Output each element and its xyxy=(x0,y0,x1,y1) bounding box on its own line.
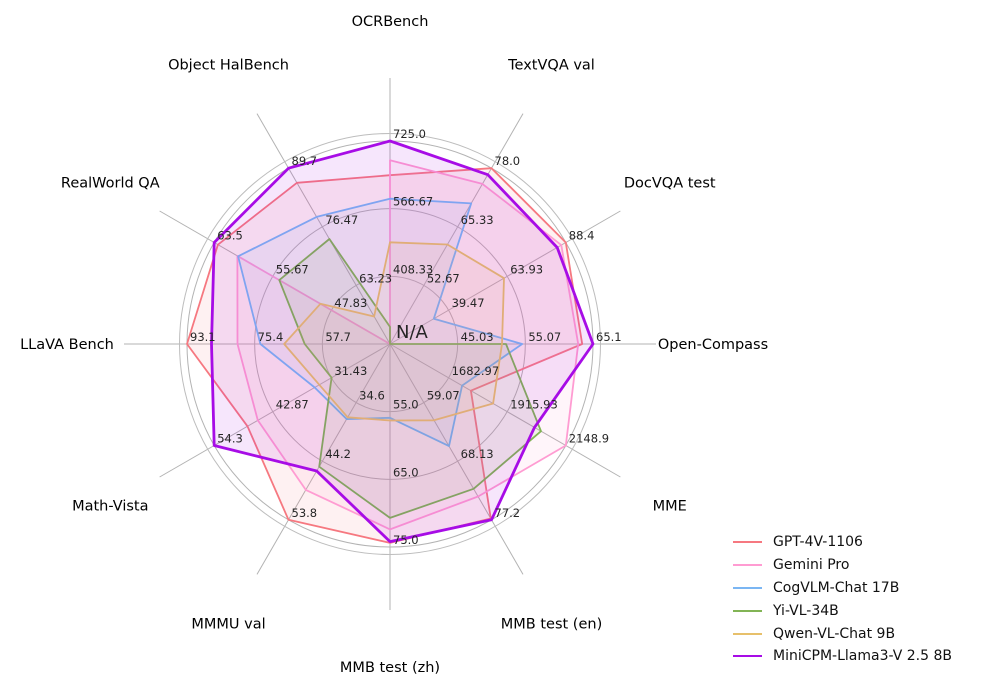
tick-label-docvqa-test-1: 39.47 xyxy=(452,296,485,310)
legend-item-gpt-4v-1106: GPT-4V-1106 xyxy=(733,531,952,554)
tick-label-docvqa-test-3: 88.4 xyxy=(569,229,595,243)
tick-label-mme-3: 2148.9 xyxy=(569,432,609,446)
legend-item-gemini-pro: Gemini Pro xyxy=(733,554,952,577)
tick-label-ocrbench-3: 725.0 xyxy=(393,127,426,141)
outer-spine-circle xyxy=(179,133,601,555)
tick-label-docvqa-test-2: 63.93 xyxy=(510,262,543,276)
tick-label-object-halbench-1: 63.23 xyxy=(359,271,392,285)
tick-label-mmb-test-en-2: 68.13 xyxy=(461,447,494,461)
tick-label-mmmu-val-2: 44.2 xyxy=(325,447,351,461)
legend-item-minicpm-llama3-v-2-5-8b: MiniCPM-Llama3-V 2.5 8B xyxy=(733,645,952,668)
series-polygon-cogvlm-chat-17b xyxy=(237,197,524,447)
tick-label-mmmu-val-3: 53.8 xyxy=(292,506,318,520)
tick-label-mme-2: 1915.93 xyxy=(510,398,558,412)
axis-title-mme: MME xyxy=(653,499,687,515)
tick-label-realworld-qa-2: 55.67 xyxy=(276,262,309,276)
tick-label-llava-bench-3: 93.1 xyxy=(190,330,216,344)
legend-item-yi-vl-34b: Yi-VL-34B xyxy=(733,599,952,622)
tick-label-realworld-qa-1: 47.83 xyxy=(334,296,367,310)
axis-title-mmb-test-zh: MMB test (zh) xyxy=(340,660,440,676)
tick-label-mmb-test-zh-2: 65.0 xyxy=(393,465,419,479)
tick-label-mmb-test-zh-1: 55.0 xyxy=(393,398,419,412)
legend-swatch-cogvlm-chat-17b xyxy=(733,586,762,589)
tick-label-mmmu-val-1: 34.6 xyxy=(359,389,385,403)
tick-label-math-vista-2: 42.87 xyxy=(276,398,309,412)
axis-spoke-mmb-test-en xyxy=(389,343,524,575)
tick-label-object-halbench-3: 89.7 xyxy=(292,154,318,168)
legend-label-gemini-pro: Gemini Pro xyxy=(773,557,850,574)
tick-label-math-vista-1: 31.43 xyxy=(334,364,367,378)
tick-label-open-compass-1: 45.03 xyxy=(461,330,494,344)
axis-spoke-object-halbench xyxy=(256,113,391,345)
tick-label-mme-1: 1682.97 xyxy=(452,364,500,378)
legend-label-qwen-vl-chat-9b: Qwen-VL-Chat 9B xyxy=(773,625,896,642)
tick-label-object-halbench-2: 76.47 xyxy=(325,213,358,227)
legend-label-minicpm-llama3-v-2-5-8b: MiniCPM-Llama3-V 2.5 8B xyxy=(773,648,952,665)
axis-title-object-halbench: Object HalBench xyxy=(168,57,289,73)
series-polygon-qwen-vl-chat-9b xyxy=(283,241,505,422)
series-polygon-minicpm-llama3-v-2-5-8b xyxy=(210,139,595,543)
axis-title-math-vista: Math-Vista xyxy=(72,499,148,515)
tick-label-textvqa-val-2: 65.33 xyxy=(461,213,494,227)
tick-label-mmb-test-en-1: 59.07 xyxy=(427,389,460,403)
axis-title-ocrbench: OCRBench xyxy=(352,14,429,30)
legend-swatch-minicpm-llama3-v-2-5-8b xyxy=(733,655,762,658)
axis-title-realworld-qa: RealWorld QA xyxy=(61,176,160,192)
axis-title-open-compass: Open-Compass xyxy=(658,337,768,353)
legend-label-cogvlm-chat-17b: CogVLM-Chat 17B xyxy=(773,579,900,596)
tick-label-llava-bench-1: 57.7 xyxy=(325,330,351,344)
axis-spoke-math-vista xyxy=(159,343,391,478)
tick-label-llava-bench-2: 75.4 xyxy=(258,330,284,344)
legend-swatch-gpt-4v-1106 xyxy=(733,541,762,544)
center-na-label: N/A xyxy=(396,322,429,343)
tick-label-textvqa-val-1: 52.67 xyxy=(427,271,460,285)
legend-swatch-qwen-vl-chat-9b xyxy=(733,632,762,635)
legend-swatch-gemini-pro xyxy=(733,564,762,567)
axis-spoke-docvqa-test xyxy=(389,210,621,345)
tick-label-open-compass-2: 55.07 xyxy=(528,330,561,344)
axis-spoke-mmmu-val xyxy=(256,343,391,575)
tick-label-open-compass-3: 65.1 xyxy=(596,330,622,344)
legend-label-yi-vl-34b: Yi-VL-34B xyxy=(773,602,839,619)
tick-label-math-vista-3: 54.3 xyxy=(217,432,243,446)
axis-title-llava-bench: LLaVA Bench xyxy=(20,337,114,353)
legend-item-qwen-vl-chat-9b: Qwen-VL-Chat 9B xyxy=(733,622,952,645)
tick-label-textvqa-val-3: 78.0 xyxy=(495,154,521,168)
axis-title-mmb-test-en: MMB test (en) xyxy=(501,617,602,633)
axis-spoke-textvqa-val xyxy=(389,113,524,345)
chart-legend: GPT-4V-1106 Gemini Pro CogVLM-Chat 17B Yi-V… xyxy=(733,531,952,668)
tick-label-ocrbench-1: 408.33 xyxy=(393,262,433,276)
legend-label-gpt-4v-1106: GPT-4V-1106 xyxy=(773,534,863,551)
tick-label-mmb-test-zh-3: 75.0 xyxy=(393,533,419,547)
axis-spoke-mme xyxy=(389,343,621,478)
legend-swatch-yi-vl-34b xyxy=(733,609,762,612)
axis-title-mmmu-val: MMMU val xyxy=(191,617,265,633)
tick-label-realworld-qa-3: 63.5 xyxy=(217,229,243,243)
axis-title-textvqa-val: TextVQA val xyxy=(507,57,595,73)
axis-title-docvqa-test: DocVQA test xyxy=(624,176,716,192)
tick-label-ocrbench-2: 566.67 xyxy=(393,195,433,209)
tick-label-mmb-test-en-3: 77.2 xyxy=(495,506,521,520)
legend-item-cogvlm-chat-17b: CogVLM-Chat 17B xyxy=(733,577,952,600)
